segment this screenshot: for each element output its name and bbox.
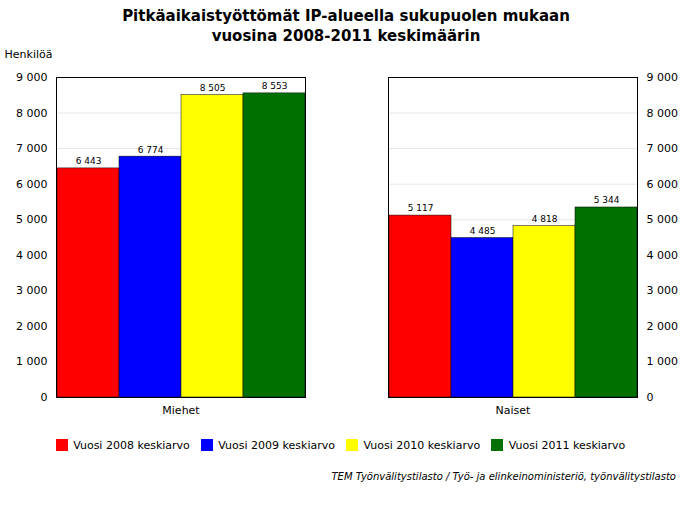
svg-text:5 000: 5 000 [16, 213, 48, 226]
svg-text:4 485: 4 485 [470, 225, 496, 235]
svg-text:7 000: 7 000 [16, 142, 48, 155]
svg-text:4 818: 4 818 [532, 214, 558, 224]
svg-text:Naiset: Naiset [496, 404, 532, 417]
html-text:vuosina 2008-2011 keskimäärin: vuosina 2008-2011 keskimäärin [211, 27, 481, 46]
svg-text:8 000: 8 000 [647, 106, 679, 119]
html-text:TEM Työnvälitystilasto / Työ-: TEM Työnvälitystilasto / Työ- ja elinkei… [331, 471, 676, 482]
svg-text:5 000: 5 000 [647, 213, 679, 226]
svg-text:6 774: 6 774 [138, 144, 164, 154]
svg-text:5 344: 5 344 [594, 195, 620, 205]
svg-text:6 443: 6 443 [76, 156, 102, 166]
svg-text:4 000: 4 000 [16, 248, 48, 261]
svg-text:Henkilöä: Henkilöä [5, 48, 53, 61]
svg-text:2 000: 2 000 [16, 319, 48, 332]
svg-text:4 000: 4 000 [647, 248, 679, 261]
svg-text:1 000: 1 000 [16, 355, 48, 368]
svg-text:9 000: 9 000 [16, 71, 48, 84]
svg-text:6 000: 6 000 [16, 177, 48, 190]
svg-text:6 000: 6 000 [647, 177, 679, 190]
svg-text:5 117: 5 117 [408, 203, 434, 213]
svg-text:0: 0 [647, 391, 654, 404]
svg-text:7 000: 7 000 [647, 142, 679, 155]
svg-text:1 000: 1 000 [647, 355, 679, 368]
svg-text:3 000: 3 000 [647, 284, 679, 297]
html-text:Vuosi 2011 keskiarvo: Vuosi 2011 keskiarvo [508, 438, 626, 452]
svg-text:0: 0 [41, 391, 48, 404]
html-text:Pitkäaikaistyöttömät IP-alueel: Pitkäaikaistyöttömät IP-alueella sukupuo… [122, 7, 570, 25]
svg-text:3 000: 3 000 [16, 284, 48, 297]
svg-text:2 000: 2 000 [647, 319, 679, 332]
svg-text:8 505: 8 505 [200, 82, 226, 92]
svg-text:8 553: 8 553 [262, 81, 288, 91]
svg-text:9 000: 9 000 [647, 71, 679, 84]
svg-text:Miehet: Miehet [162, 404, 200, 417]
html-text:Vuosi 2009 keskiarvo: Vuosi 2009 keskiarvo [218, 438, 335, 452]
html-text:Vuosi 2008 keskiarvo: Vuosi 2008 keskiarvo [73, 438, 190, 452]
html-text:Vuosi 2010 keskiarvo: Vuosi 2010 keskiarvo [363, 438, 481, 452]
svg-text:8 000: 8 000 [16, 106, 48, 119]
